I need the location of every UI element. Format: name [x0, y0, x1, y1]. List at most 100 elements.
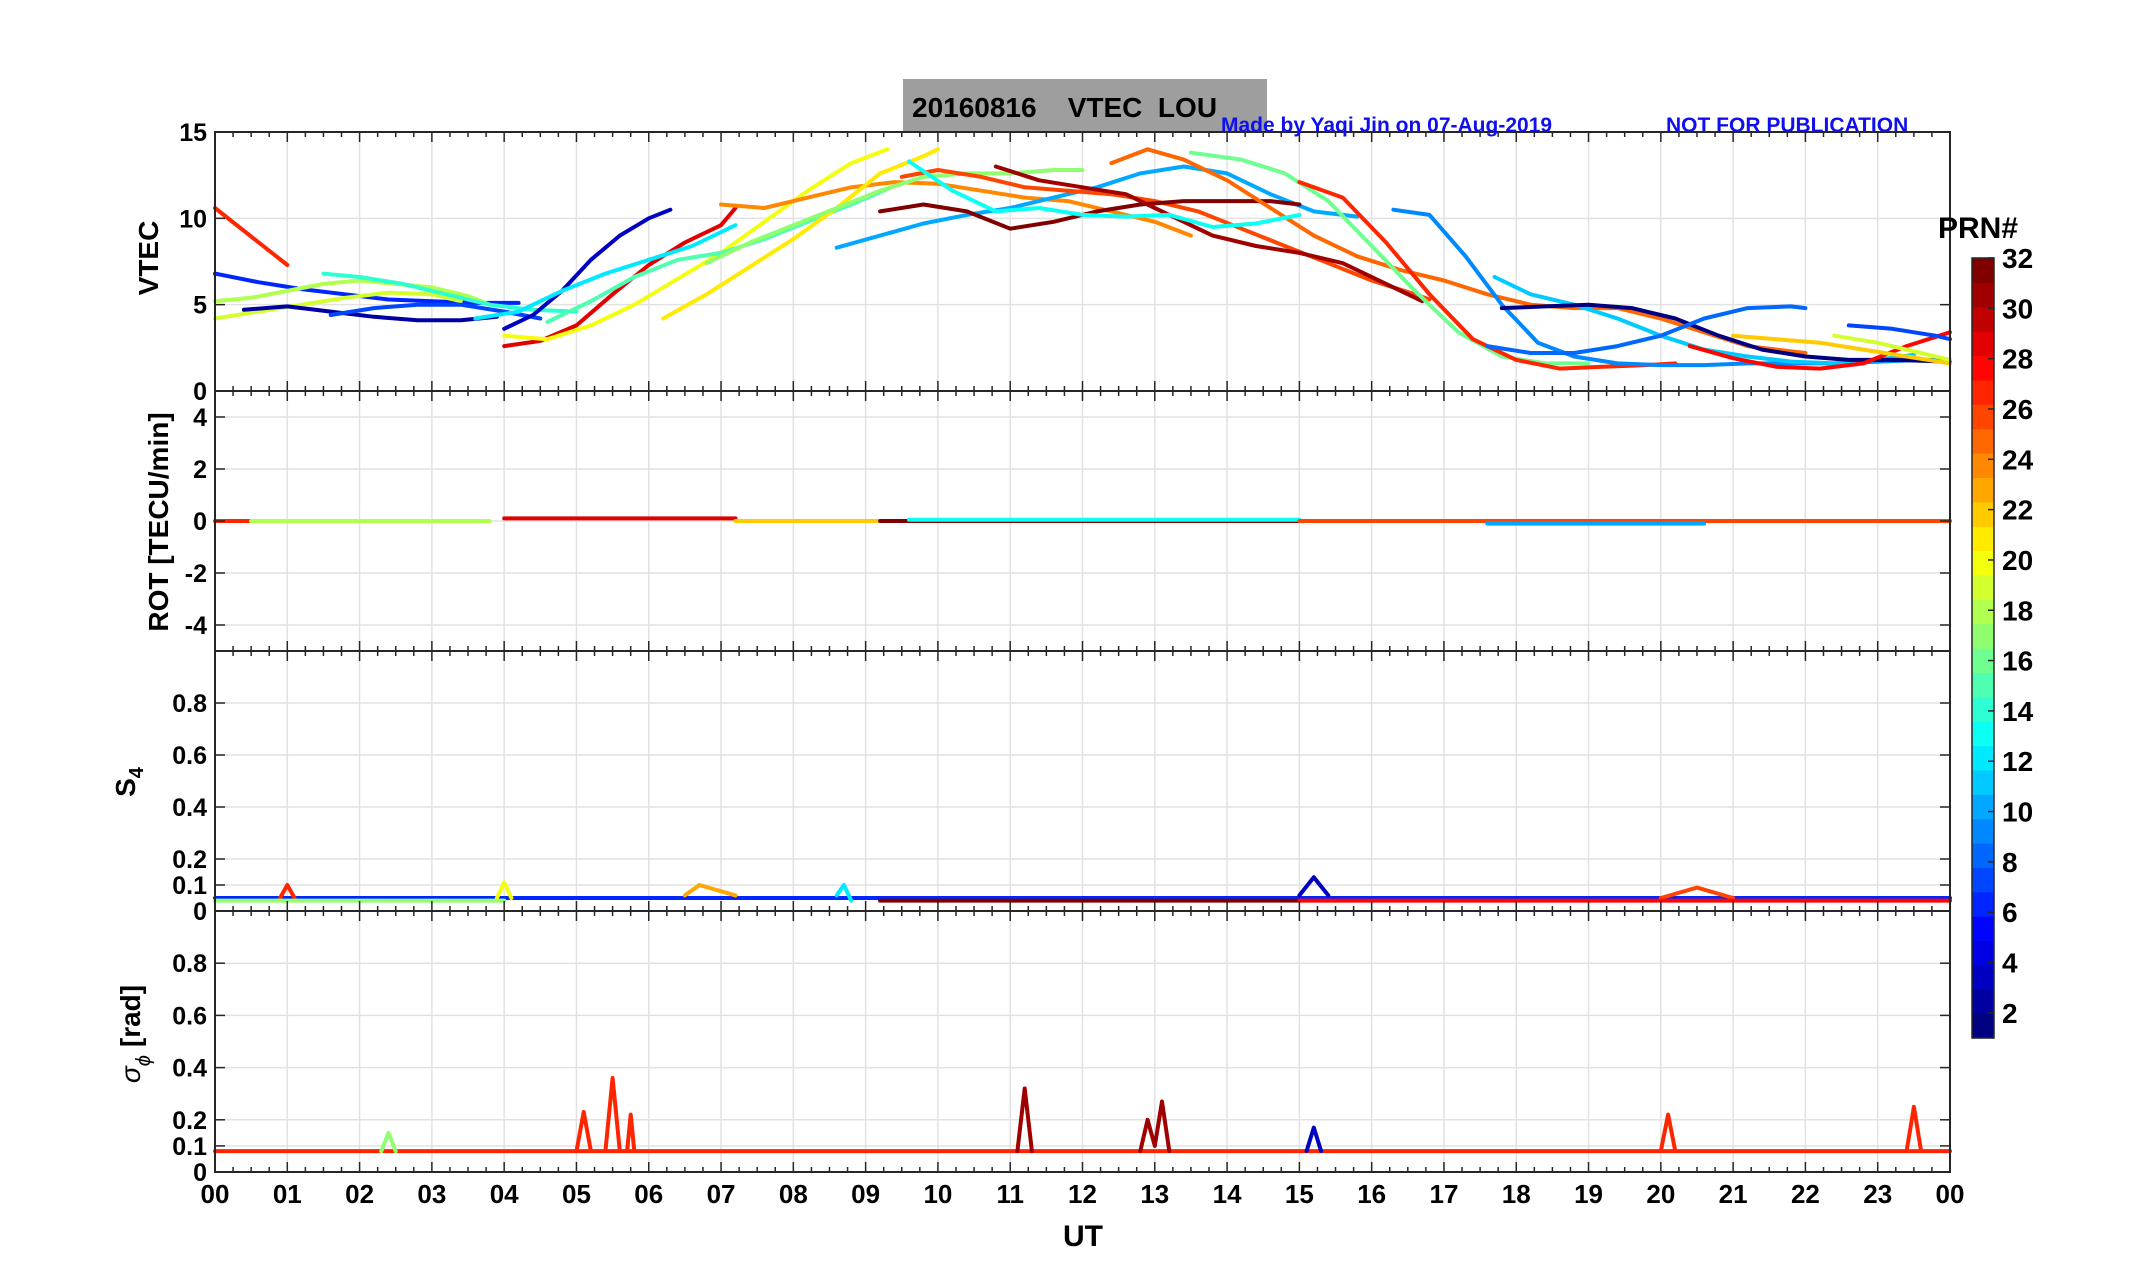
colorbar-swatch — [1972, 843, 1994, 868]
sigma-y-tick-label: 0 — [193, 1159, 207, 1187]
colorbar-swatch — [1972, 501, 1994, 527]
colorbar-swatch — [1972, 306, 1994, 332]
vtec-ylabel: VTEC — [133, 221, 164, 296]
colorbar-tick-label: 16 — [2002, 646, 2033, 677]
colorbar-tick-label: 14 — [2002, 696, 2034, 727]
sigma-y-tick-label: 0.8 — [172, 950, 207, 978]
x-tick-label: 18 — [1502, 1179, 1531, 1209]
colorbar-swatch — [1972, 721, 1994, 747]
s4-y-tick-label: 0.4 — [172, 794, 207, 822]
colorbar-swatch — [1972, 696, 1994, 722]
colorbar-tick-label: 4 — [2002, 948, 2018, 979]
x-tick-label: 00 — [1936, 1179, 1965, 1209]
sigma-series-prn27 — [574, 1110, 593, 1154]
colorbar-tick-label: 10 — [2002, 797, 2033, 828]
x-tick-label: 05 — [562, 1179, 591, 1209]
colorbar-frame — [1971, 257, 1995, 1039]
vtec-series-prn13 — [907, 159, 1302, 229]
colorbar-tick-label: 12 — [2002, 746, 2033, 777]
x-tick-label: 03 — [417, 1179, 446, 1209]
colorbar-swatch — [1972, 672, 1994, 698]
s4-series-prn26 — [1658, 885, 1736, 900]
s4-series-prn20 — [494, 880, 514, 900]
colorbar-tick-label: 22 — [2002, 495, 2033, 526]
sigma-y-tick-label: 0.1 — [172, 1133, 207, 1161]
colorbar-swatch — [1972, 916, 1994, 942]
s4-y-tick-label: 0 — [193, 898, 207, 926]
colorbar-swatch — [1972, 258, 1994, 283]
sigma-ylabel-sub: ϕ — [133, 1055, 155, 1066]
vtec-series-prn18 — [213, 278, 492, 307]
colorbar-swatch — [1972, 648, 1994, 673]
colorbar-label: PRN# — [1938, 212, 2018, 245]
sigma-series-prn27 — [1904, 1104, 1924, 1154]
sigma-series-prn27 — [625, 1112, 637, 1154]
vtec-series-prn2 — [241, 304, 499, 323]
colorbar-tick-label: 8 — [2002, 847, 2018, 878]
sigma-ylabel: σϕ [rad] — [115, 985, 155, 1083]
vtec-y-tick-label: 0 — [193, 378, 207, 406]
vtec-y-tick-label: 5 — [193, 292, 207, 320]
colorbar-swatch — [1972, 989, 1994, 1015]
x-tick-label: 07 — [707, 1179, 736, 1209]
vtec-series-prn17 — [704, 168, 1085, 266]
s4-ylabel-sub: 4 — [126, 766, 148, 778]
rot-ylabel: ROT [TECU/min] — [143, 412, 174, 631]
s4-y-tick-label: 0.1 — [172, 872, 207, 900]
series-layer — [213, 147, 1952, 1154]
vtec-series-prn19 — [213, 290, 463, 321]
sigma-y-tick-label: 0.6 — [172, 1002, 207, 1030]
sigma-y-tick-label: 0.2 — [172, 1107, 207, 1135]
vtec-series-prn12 — [473, 223, 738, 321]
rot-y-tick-label: 0 — [193, 508, 207, 536]
vtec-series-prn29 — [502, 206, 738, 349]
colorbar-swatch — [1972, 745, 1994, 771]
sigma-series-prn17 — [379, 1130, 398, 1154]
vtec-series-prn24 — [719, 180, 1193, 238]
rot-y-tick-label: -4 — [185, 612, 207, 640]
s4-series-prn23 — [682, 883, 738, 898]
colorbar-swatch — [1972, 964, 1994, 990]
x-tick-label: 11 — [996, 1179, 1024, 1209]
x-tick-label: 15 — [1285, 1179, 1314, 1209]
x-tick-label: 09 — [851, 1179, 880, 1209]
vtec-series-prn14 — [321, 271, 579, 314]
sigma-series-prn3 — [1304, 1125, 1324, 1154]
colorbar-swatch — [1972, 599, 1994, 625]
colorbar-swatch — [1972, 623, 1994, 649]
vtec-y-tick-label: 15 — [179, 119, 207, 147]
x-tick-label: 12 — [1068, 1179, 1097, 1209]
sigma-series-prn27 — [603, 1076, 622, 1154]
x-tick-label: 20 — [1646, 1179, 1675, 1209]
colorbar-swatch — [1972, 1013, 1994, 1039]
colorbar-tick-label: 26 — [2002, 394, 2033, 425]
svg-text:S4: S4 — [110, 766, 148, 797]
s4-series-prn27 — [278, 883, 297, 900]
colorbar-tick-label: 28 — [2002, 344, 2033, 375]
colorbar-swatch — [1972, 940, 1994, 966]
sigma-series-prn31 — [1138, 1099, 1172, 1154]
vtec-series-prn8 — [1485, 304, 1808, 355]
colorbar-tick-label: 2 — [2002, 998, 2018, 1029]
axes-layer: 051015-4-202400.10.20.40.60.800.10.20.40… — [172, 119, 1964, 1209]
colorbar-tick-label: 24 — [2002, 444, 2034, 475]
x-tick-label: 19 — [1574, 1179, 1603, 1209]
colorbar-swatch — [1972, 355, 1994, 381]
rot-y-tick-label: 2 — [193, 456, 207, 484]
x-tick-label: 06 — [634, 1179, 663, 1209]
vtec-series-prn19 — [1832, 333, 1952, 362]
colorbar-tick-label: 18 — [2002, 595, 2033, 626]
colorbar-tick-label: 32 — [2002, 243, 2033, 274]
s4-series-prn3 — [1297, 875, 1331, 898]
vtec-series-prn28 — [1687, 330, 1952, 371]
vtec-series-prn32 — [878, 199, 1302, 231]
rot-y-tick-label: -2 — [185, 560, 207, 588]
s4-ylabel-main: S — [110, 778, 141, 797]
x-tick-label: 08 — [779, 1179, 808, 1209]
colorbar-swatch — [1972, 404, 1994, 430]
s4-ylabel: S4 — [110, 766, 148, 797]
vtec-series-prn26 — [899, 168, 1432, 302]
x-tick-label: 10 — [923, 1179, 952, 1209]
